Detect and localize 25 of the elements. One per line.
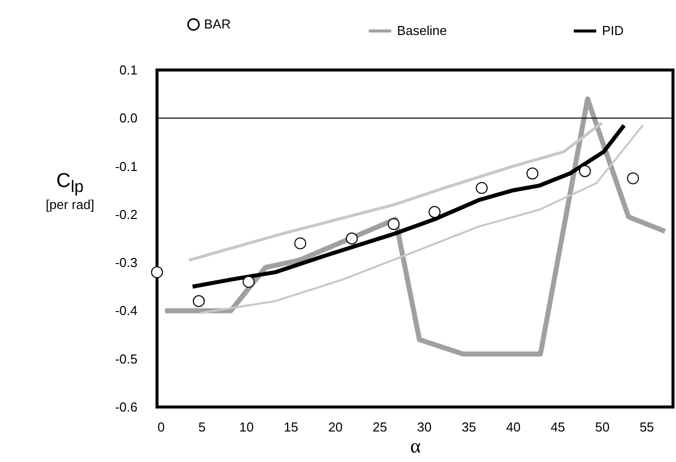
y-tick-label: -0.1 [115,158,138,174]
x-tick-label: 15 [284,420,298,434]
x-tick-label: 20 [328,420,343,434]
x-tick-label: 45 [550,420,566,434]
y-tick-label: -0.3 [115,255,138,270]
x-axis-title: α [410,436,422,458]
x-tick-label: 55 [640,420,654,434]
legend-label: PID [602,23,624,38]
legend-label: BAR [204,16,231,32]
legend-label: Baseline [397,23,447,38]
y-tick-label: -0.6 [115,400,138,414]
y-tick-label: 0.0 [119,110,138,126]
y-tick-label: -0.4 [115,303,138,318]
x-tick-label: 10 [239,420,254,434]
x-tick-label: 40 [506,420,521,434]
y-tick-label: -0.5 [115,351,138,366]
x-tick-label: 50 [595,420,610,434]
x-tick-label: 30 [417,420,432,434]
x-tick-label: 5 [198,420,206,434]
x-tick-label: 35 [462,420,476,434]
x-tick-label: 0 [158,420,165,434]
y-axis-title: C$_{lp}$ [per rad] [44,170,96,212]
y-tick-label: -0.2 [115,206,138,222]
y-tick-label: 0.1 [119,62,138,78]
x-tick-label: 25 [372,420,388,434]
